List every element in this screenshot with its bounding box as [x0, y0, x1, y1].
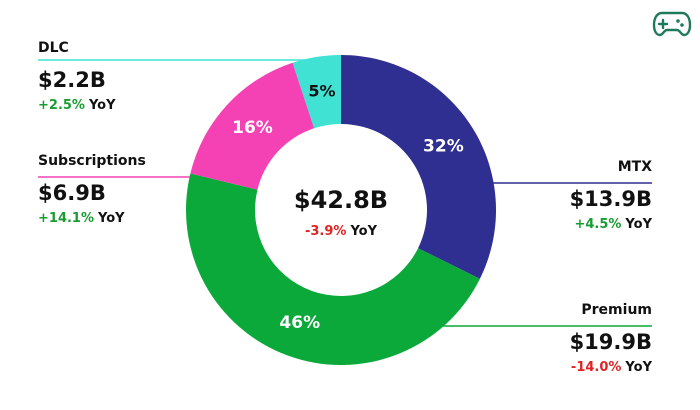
- percent-labels: 32% 46% 16% 5%: [232, 82, 464, 334]
- slice-premium: [186, 173, 480, 365]
- legend-dlc-yoy: YoY: [88, 98, 116, 113]
- percent-label-subscriptions: 16%: [232, 118, 273, 138]
- center-yoy: YoY: [350, 224, 378, 239]
- legend-premium-value: $19.9B: [569, 330, 652, 354]
- legend-premium-yoy: YoY: [625, 360, 652, 375]
- legend-dlc: DLC $2.2B +2.5% YoY: [38, 40, 116, 113]
- legend-subscriptions: Subscriptions $6.9B +14.1% YoY: [38, 153, 146, 226]
- center-change-value: -3.9%: [304, 224, 347, 239]
- legend-mtx-change: +4.5% YoY: [570, 217, 652, 232]
- legend-mtx-change-value: +4.5%: [574, 217, 622, 232]
- legend-dlc-change-value: +2.5%: [38, 98, 85, 113]
- center-total: $42.8B: [293, 186, 389, 214]
- legend-mtx-yoy: YoY: [625, 217, 652, 232]
- legend-premium-name: Premium: [581, 302, 652, 318]
- legend-premium-change: -14.0% YoY: [570, 360, 652, 375]
- donut-center: $42.8B -3.9% YoY: [270, 186, 412, 239]
- legend-premium-change-value: -14.0%: [570, 360, 622, 375]
- legend-subscriptions-change-value: +14.1%: [38, 211, 94, 226]
- legend-dlc-change: +2.5% YoY: [38, 98, 116, 113]
- legend-dlc-value: $2.2B: [38, 68, 106, 92]
- legend-mtx-name: MTX: [617, 159, 652, 175]
- percent-label-premium: 46%: [279, 313, 320, 333]
- legend-premium: Premium $19.9B -14.0% YoY: [570, 302, 652, 375]
- percent-label-dlc: 5%: [308, 82, 335, 101]
- legend-subscriptions-name: Subscriptions: [38, 153, 146, 169]
- slice-mtx: [341, 55, 496, 279]
- percent-label-mtx: 32%: [423, 136, 464, 156]
- slice-subscriptions: [190, 62, 315, 190]
- donut-slices: [186, 55, 496, 365]
- legend-subscriptions-value: $6.9B: [38, 181, 106, 205]
- legend-subscriptions-change: +14.1% YoY: [38, 211, 146, 226]
- legend-mtx-value: $13.9B: [569, 187, 652, 211]
- legend-mtx: MTX $13.9B +4.5% YoY: [570, 159, 652, 232]
- legend-subscriptions-yoy: YoY: [98, 211, 125, 226]
- center-change: -3.9% YoY: [270, 224, 412, 239]
- gamepad-icon: [652, 11, 692, 37]
- slice-dlc: [292, 55, 341, 129]
- leader-lines: [38, 59, 652, 327]
- legend-dlc-name: DLC: [38, 40, 69, 56]
